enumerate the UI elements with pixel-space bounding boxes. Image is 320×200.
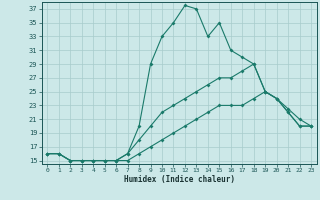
X-axis label: Humidex (Indice chaleur): Humidex (Indice chaleur) [124, 175, 235, 184]
